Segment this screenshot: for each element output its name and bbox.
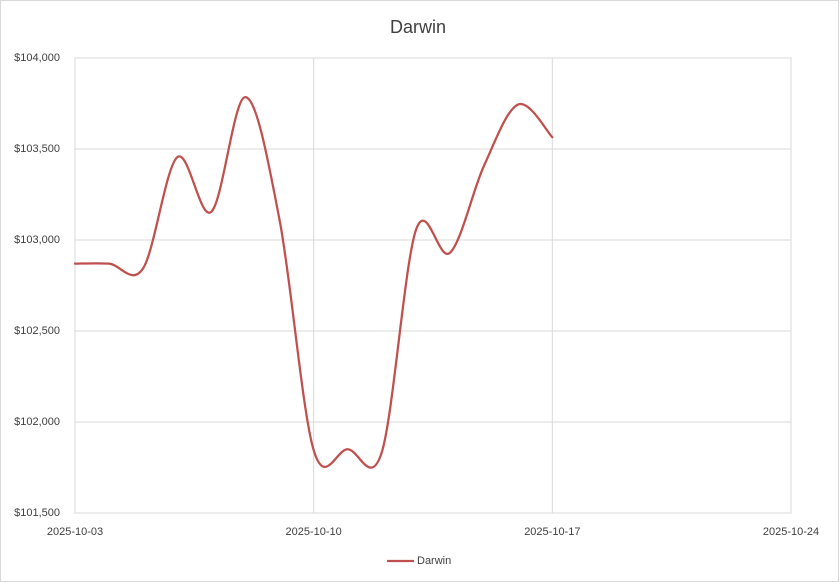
y-tick-label: $104,000 bbox=[14, 52, 60, 64]
legend-label: Darwin bbox=[417, 555, 451, 567]
x-tick-label: 2025-10-10 bbox=[286, 526, 342, 538]
y-tick-label: $103,000 bbox=[14, 234, 60, 246]
data-line bbox=[73, 96, 554, 469]
y-tick-label: $102,000 bbox=[14, 416, 60, 428]
x-tick-label: 2025-10-24 bbox=[763, 526, 819, 538]
chart-title: Darwin bbox=[390, 17, 446, 37]
x-tick-label: 2025-10-03 bbox=[47, 526, 103, 538]
y-tick-label: $101,500 bbox=[14, 507, 60, 519]
y-tick-label: $102,500 bbox=[14, 325, 60, 337]
y-tick-label: $103,500 bbox=[14, 143, 60, 155]
x-tick-label: 2025-10-17 bbox=[524, 526, 580, 538]
